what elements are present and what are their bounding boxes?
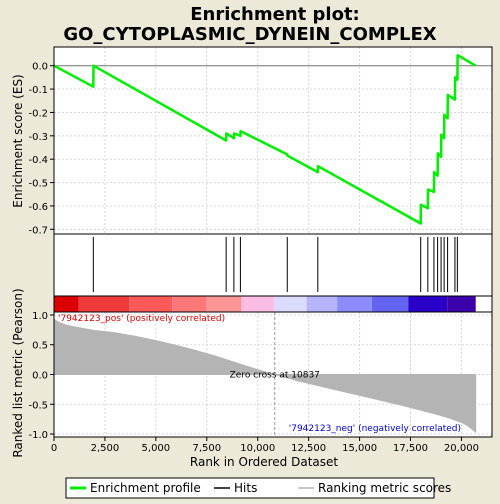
chart-legend: Enrichment profile Hits Ranking metric sco…	[65, 477, 451, 499]
zero-cross-label: Zero cross at 10837	[230, 371, 320, 381]
x-tick-label-5: 12,500	[291, 443, 326, 454]
color-bar	[53, 295, 493, 313]
es-y-tick-label-6: -0.6	[28, 202, 48, 213]
x-tick-label-3: 7,500	[192, 443, 221, 454]
es-y-tick-label-2: -0.2	[28, 108, 48, 119]
x-tick-label-4: 10,000	[240, 443, 275, 454]
color-bar-segment-3	[172, 296, 207, 312]
es-y-tick-label-7: -0.7	[28, 225, 48, 236]
es-y-tick-label-3: -0.3	[28, 132, 48, 143]
color-bar-segment-5	[241, 296, 275, 312]
x-tick-label-0: 0	[51, 443, 57, 454]
chart-title-line1: Enrichment plot:	[190, 4, 360, 25]
x-tick-label-8: 20,000	[444, 443, 479, 454]
metric-y-tick-label-1: 0.5	[32, 341, 48, 352]
es-y-tick-label-1: -0.1	[28, 85, 48, 96]
x-tick-label-7: 17,500	[393, 443, 428, 454]
color-bar-segment-11	[447, 296, 476, 312]
color-bar-segment-8	[337, 296, 372, 312]
color-bar-segment-7	[306, 296, 338, 312]
es-y-tick-label-4: -0.4	[28, 155, 48, 166]
legend-box	[65, 477, 435, 499]
color-bar-segment-9	[371, 296, 409, 312]
es-y-axis-label: Enrichment score (ES)	[11, 74, 25, 207]
metric-panel: Zero cross at 10837 '7942123_pos' (positi…	[28, 311, 493, 454]
positive-label: '7942123_pos' (positively correlated)	[58, 314, 225, 324]
metric-y-tick-label-0: 1.0	[32, 311, 48, 322]
color-bar-segment-4	[206, 296, 242, 312]
es-y-tick-label-0: 0.0	[32, 62, 48, 73]
hits-panel	[53, 233, 493, 297]
negative-label: '7942123_neg' (negatively correlated)	[289, 424, 461, 434]
color-bar-segment-2	[129, 296, 173, 312]
metric-y-tick-label-4: -1.0	[28, 430, 48, 441]
x-tick-label-6: 15,000	[342, 443, 377, 454]
metric-y-axis-label: Ranked list metric (Pearson)	[11, 288, 25, 457]
color-bar-segment-0	[54, 296, 79, 312]
x-axis-label: Rank in Ordered Dataset	[190, 455, 338, 469]
legend-label-1: Hits	[234, 481, 257, 495]
es-plot-area	[54, 47, 492, 234]
x-tick-label-2: 5,000	[142, 443, 171, 454]
color-bar-segment-1	[78, 296, 130, 312]
legend-label-0: Enrichment profile	[90, 481, 201, 495]
metric-y-tick-label-3: -0.5	[28, 400, 48, 411]
color-bar-segment-10	[408, 296, 448, 312]
hits-area	[54, 234, 492, 296]
legend-label-2: Ranking metric scores	[318, 481, 451, 495]
chart-title-line2: GO_CYTOPLASMIC_DYNEIN_COMPLEX	[63, 24, 436, 45]
color-bar-segment-6	[274, 296, 307, 312]
metric-plot-frame	[53, 311, 493, 438]
es-y-tick-label-5: -0.5	[28, 179, 48, 190]
enrichment-profile-line	[53, 53, 477, 225]
metric-y-tick-label-2: 0.0	[32, 371, 48, 382]
ranking-metric-area	[53, 318, 477, 434]
x-tick-label-1: 2,500	[91, 443, 120, 454]
es-panel: 0.0 -0.1 -0.2 -0.3 -0.4 -0.5 -0.6 -0.7	[28, 46, 493, 236]
